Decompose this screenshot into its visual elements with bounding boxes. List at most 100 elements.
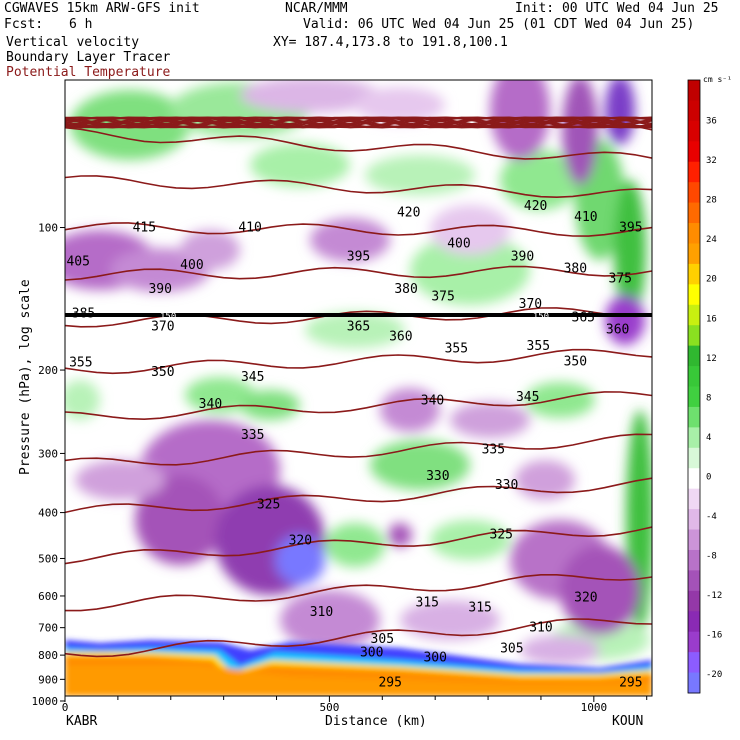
isentrope-label: 335 [241,428,264,443]
x-tick-label: 1000 [581,701,608,714]
colorbar-swatch [688,631,700,653]
isentrope-line [65,222,652,237]
y-tick-label: 600 [38,590,58,603]
isentrope-label: 310 [310,605,333,620]
isentrope-label: 380 [394,282,417,297]
isentrope-label: 365 [572,311,595,326]
forecast-value: 6 h [69,17,93,32]
isentrope-label: 355 [527,339,550,354]
colorbar-swatch [688,549,700,571]
isentrope-label: 300 [423,651,446,666]
isentrope-label: 390 [148,282,171,297]
colorbar-swatch [688,488,700,510]
isentrope-label: 315 [416,596,439,611]
isentrope-label: 380 [564,261,587,276]
forecast-label: Fcst: [4,17,44,32]
reference-line: 150 150 [65,312,652,322]
colorbar-swatch [688,120,700,142]
isentrope-line [65,618,652,658]
colorbar-swatch [688,202,700,224]
isentrope-label: 305 [500,642,523,657]
isentrope-line [65,116,652,129]
isentrope-label: 410 [574,210,597,225]
isentrope-label: 350 [151,365,174,380]
y-tick-label: 900 [38,673,58,686]
y-tick-label: 400 [38,507,58,520]
colorbar-label: -16 [706,631,722,641]
colorbar-swatch [688,427,700,449]
isentrope-label: 400 [447,236,470,251]
left-station: KABR [66,714,98,729]
isentrope-label: 315 [468,601,491,616]
x-axis-title: Distance (km) [325,714,427,729]
valid-time: Valid: 06 UTC Wed 04 Jun 25 (01 CDT Wed … [303,17,695,32]
y-axis: 100 200 300 400 500 600 700 800 900 1000 [32,222,65,708]
colorbar-swatch [688,263,700,285]
colorbar-label: 16 [706,314,717,324]
isentrope-label: 340 [421,394,444,409]
isentrope-line [65,126,652,160]
isentrope-label: 370 [151,320,174,335]
isentrope-line [65,526,652,565]
y-tick-label: 800 [38,649,58,662]
isentrope-label: 340 [199,397,222,412]
isentrope-label: 325 [257,498,280,513]
isentrope-label: 375 [431,290,454,305]
y-tick-label: 1000 [32,695,59,708]
isentrope-label: 350 [564,355,587,370]
isentrope-line [65,433,652,466]
colorbar-swatch [688,468,700,490]
isentrope-line [65,574,652,612]
colorbar-swatch [688,672,700,694]
isentrope-line [65,477,652,514]
isentrope-lines [65,116,652,658]
isentrope-label: 295 [378,676,401,691]
colorbar-swatch [688,223,700,244]
isentrope-label: 420 [397,206,420,221]
colorbar-swatch [688,611,700,633]
reference-line-label: 150 [160,312,176,322]
colorbar-label: 12 [706,354,717,364]
isentrope-label: 355 [445,341,468,356]
colorbar-swatch [688,284,700,306]
isentrope-label: 395 [619,221,642,236]
isentrope-line [65,116,652,129]
colorbar-swatch [688,570,700,592]
y-tick-label: 500 [38,552,58,565]
isentrope-label: 370 [519,297,542,312]
field-potential-temp: Potential Temperature [6,65,171,80]
colorbar-swatch [688,325,700,347]
colorbar-label: 8 [706,393,711,403]
org-label: NCAR/MMM [285,1,348,16]
colorbar-swatch [688,304,700,326]
isentrope-label: 405 [66,255,89,270]
colorbar: 36 32 28 24 20 16 12 8 4 0 -4 -8 -12 -16 -20 cm s⁻¹ [687,75,732,694]
colorbar-swatch [688,509,700,531]
isentrope-label: 410 [238,221,261,236]
colorbar-swatch [688,141,700,163]
colorbar-unit: cm s⁻¹ [703,75,732,84]
isentrope-label: 390 [511,249,534,264]
colorbar-swatch [688,161,700,183]
colorbar-swatch [688,366,700,387]
isentrope-label: 360 [389,330,412,345]
colorbar-swatch [688,100,700,122]
x-tick-label: 0 [62,701,69,714]
colorbar-label: -20 [706,670,722,680]
colorbar-swatch [688,182,700,204]
model-title: CGWAVES 15km ARW-GFS init [4,1,200,16]
isentrope-line [65,348,652,375]
vertical-velocity-field [65,80,652,696]
isentrope-labels: 415 410 420 420 410 395 405 400 395 400 390 380 375 3… [66,199,642,691]
colorbar-label: -12 [706,591,722,601]
isentrope-label: 325 [490,528,513,543]
isentrope-label: 345 [516,390,539,405]
isentrope-line [65,391,652,421]
isentrope-label: 345 [241,370,264,385]
field-bl-tracer: Boundary Layer Tracer [6,50,171,65]
isentrope-label: 330 [495,478,518,493]
isentrope-label: 375 [609,271,632,286]
y-tick-label: 700 [38,622,58,635]
colorbar-label: 28 [706,196,717,206]
